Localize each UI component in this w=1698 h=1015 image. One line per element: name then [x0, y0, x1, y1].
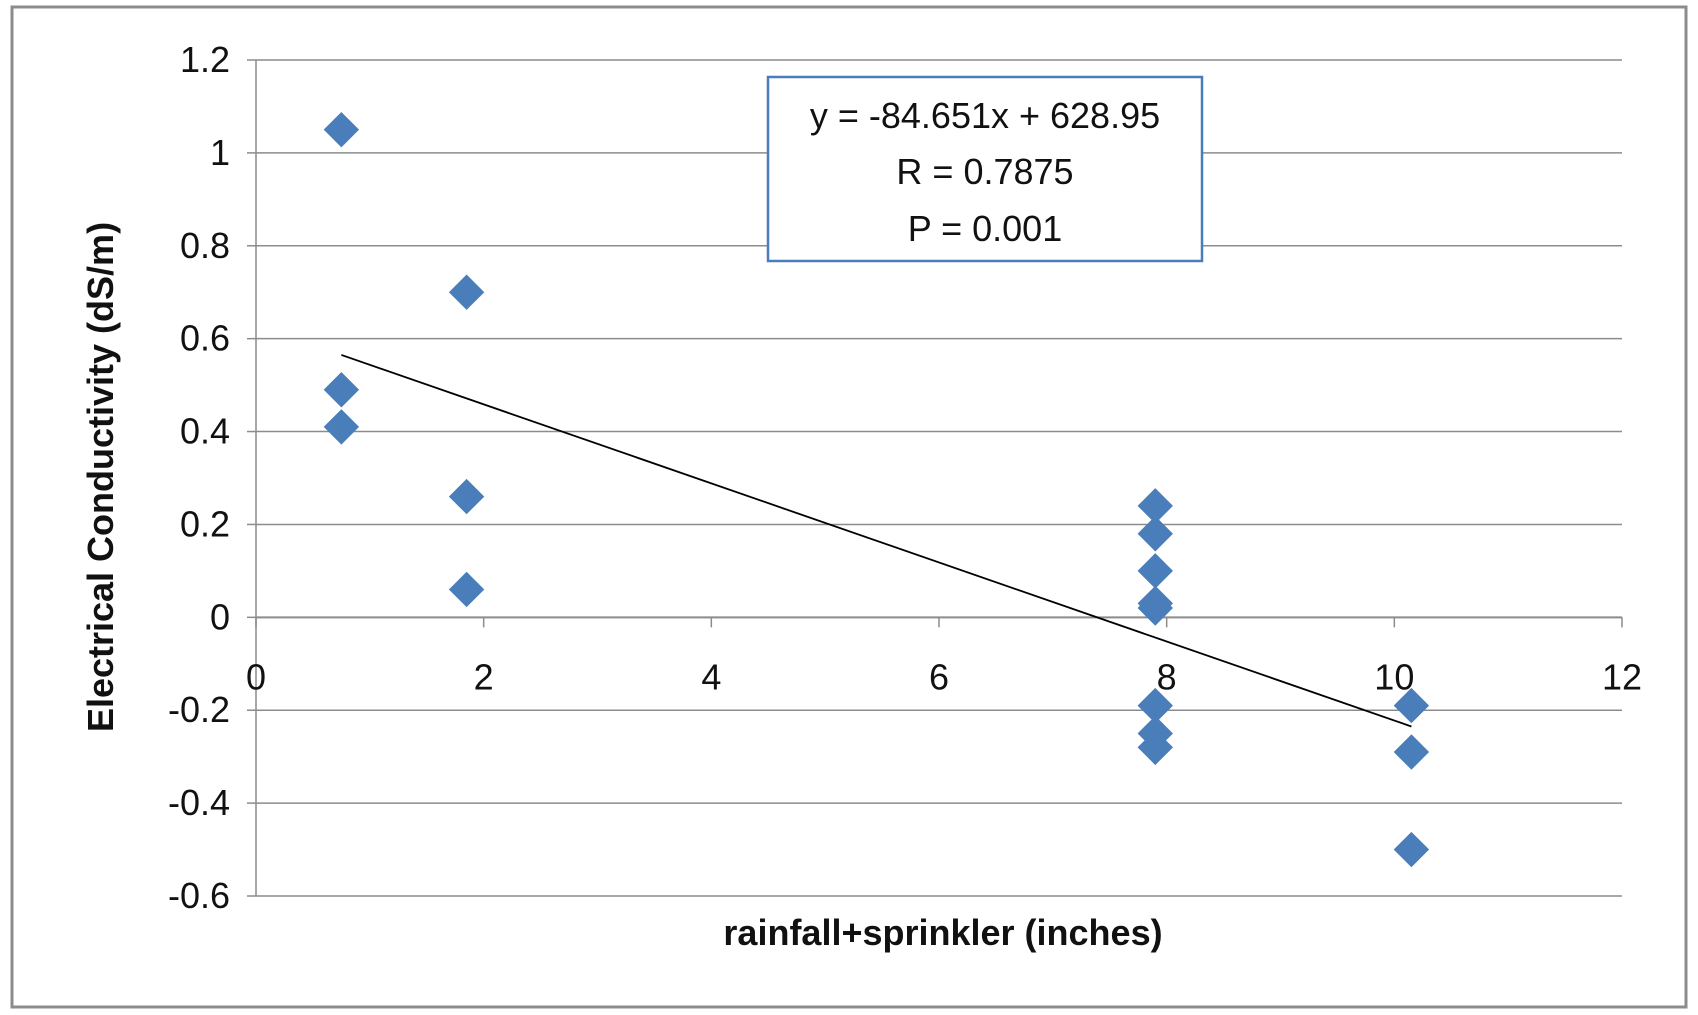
trendline-segment — [341, 354, 1412, 728]
x-tick-label-0: 0 — [246, 656, 266, 697]
y-tick-label-1: 1 — [210, 132, 230, 173]
y-tick-label-0: 1.2 — [180, 39, 230, 80]
y-tick-label-6: 0 — [210, 596, 230, 637]
data-point-0-10 — [1137, 590, 1173, 626]
annotation-r-value: R = 0.7875 — [896, 151, 1073, 192]
data-point-0-1 — [323, 372, 360, 408]
data-point-0-16 — [1393, 831, 1430, 868]
y-tick-label-7: -0.2 — [168, 689, 230, 730]
x-tick-label-6: 12 — [1602, 656, 1642, 697]
x-axis-title: rainfall+sprinkler (inches) — [723, 912, 1162, 953]
regression-annotation-box: y = -84.651x + 628.95 R = 0.7875 P = 0.0… — [766, 75, 1204, 263]
y-axis-title: Electrical Conductivity (dS/m) — [80, 222, 121, 732]
annotation-equation: y = -84.651x + 628.95 — [810, 95, 1160, 136]
data-point-0-13 — [1137, 729, 1173, 766]
axes — [247, 59, 1623, 897]
data-points — [323, 111, 1430, 868]
annotation-border — [766, 75, 1204, 263]
data-point-0-14 — [1393, 687, 1430, 724]
y-tick-label-3: 0.6 — [180, 318, 230, 359]
data-point-0-3 — [448, 274, 485, 310]
y-tick-label-4: 0.4 — [180, 411, 230, 452]
y-tick-label-5: 0.2 — [180, 503, 230, 544]
data-point-0-4 — [448, 478, 485, 515]
data-point-0-2 — [323, 409, 360, 445]
x-tick-label-2: 4 — [701, 656, 721, 697]
data-point-0-0 — [323, 111, 360, 148]
x-tick-label-1: 2 — [474, 656, 494, 697]
x-tick-label-4: 8 — [1157, 656, 1177, 697]
x-tick-label-3: 6 — [929, 656, 949, 697]
y-tick-labels: 1.2 1 0.8 0.6 0.4 0.2 0 -0.2 -0.4 -0.6 — [168, 39, 230, 916]
x-tick-labels: 0 2 4 6 8 10 12 — [246, 656, 1642, 697]
annotation-p-value: P = 0.001 — [908, 208, 1062, 249]
data-point-0-5 — [448, 571, 485, 608]
y-tick-label-2: 0.8 — [180, 225, 230, 266]
y-tick-label-8: -0.4 — [168, 782, 230, 823]
data-point-0-7 — [1137, 516, 1173, 552]
x-tick-label-5: 10 — [1374, 656, 1414, 697]
data-point-0-15 — [1393, 734, 1430, 770]
y-tick-label-9: -0.6 — [168, 875, 230, 916]
trendline — [341, 354, 1412, 728]
